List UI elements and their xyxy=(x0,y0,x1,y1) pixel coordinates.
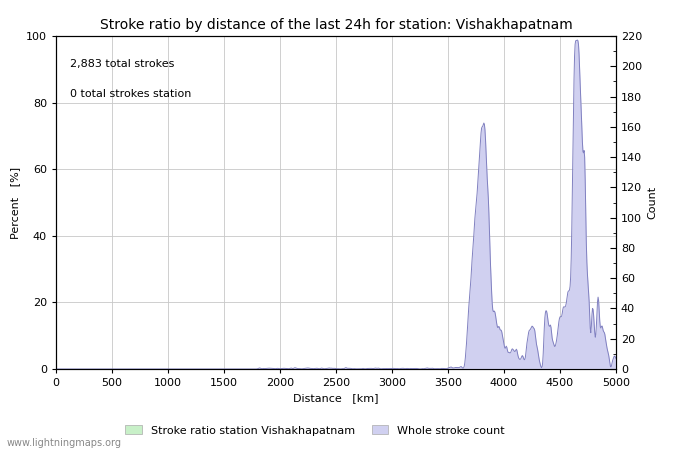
Title: Stroke ratio by distance of the last 24h for station: Vishakhapatnam: Stroke ratio by distance of the last 24h… xyxy=(99,18,573,32)
Y-axis label: Count: Count xyxy=(648,186,658,219)
Y-axis label: Percent   [%]: Percent [%] xyxy=(10,166,20,238)
Text: 2,883 total strokes: 2,883 total strokes xyxy=(70,59,174,69)
X-axis label: Distance   [km]: Distance [km] xyxy=(293,394,379,404)
Text: 0 total strokes station: 0 total strokes station xyxy=(70,89,191,99)
Legend: Stroke ratio station Vishakhapatnam, Whole stroke count: Stroke ratio station Vishakhapatnam, Who… xyxy=(121,421,509,440)
Text: www.lightningmaps.org: www.lightningmaps.org xyxy=(7,438,122,448)
